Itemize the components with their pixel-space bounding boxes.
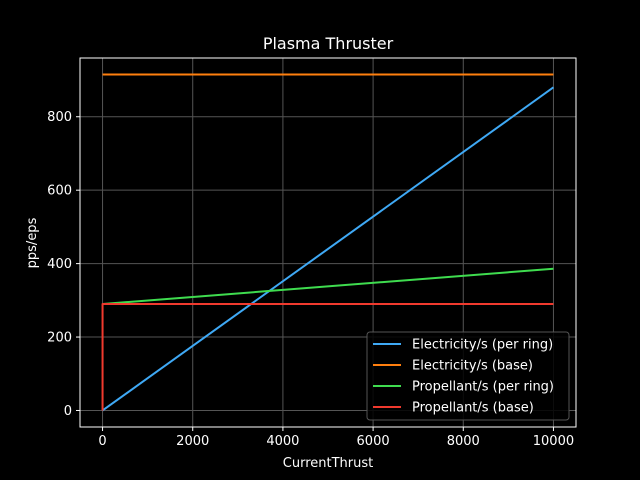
chart-title: Plasma Thruster [263, 34, 394, 53]
y-tick-label: 200 [47, 331, 72, 346]
x-tick-label: 2000 [176, 434, 209, 449]
legend: Electricity/s (per ring) Electricity/s (b… [366, 331, 570, 421]
x-tick-label: 4000 [266, 434, 299, 449]
series-line-1 [101, 86, 555, 412]
x-tick-label: 8000 [447, 434, 480, 449]
x-tick-label: 0 [98, 434, 106, 449]
legend-label-2: Electricity/s (base) [412, 359, 533, 374]
x-tick-label: 6000 [357, 434, 390, 449]
plot-frame [79, 57, 577, 428]
y-tick-label: 400 [47, 257, 72, 272]
series-line-3 [102, 267, 554, 305]
ticks: 0 2000 4000 6000 8000 10000 0 200 400 600 800 [47, 110, 574, 449]
y-axis-label: pps/eps [25, 217, 40, 268]
y-tick-label: 800 [47, 110, 72, 125]
series-layer [101, 73, 555, 412]
legend-box [366, 331, 570, 421]
y-tick-label: 600 [47, 184, 72, 199]
y-tick-label: 0 [64, 404, 72, 419]
legend-label-1: Electricity/s (per ring) [412, 338, 553, 353]
legend-label-3: Propellant/s (per ring) [412, 380, 554, 395]
x-tick-label: 10000 [533, 434, 574, 449]
legend-label-4: Propellant/s (base) [412, 401, 534, 416]
x-axis-label: CurrentThrust [283, 456, 373, 471]
grid [80, 58, 576, 427]
series-line-4 [101, 303, 554, 411]
